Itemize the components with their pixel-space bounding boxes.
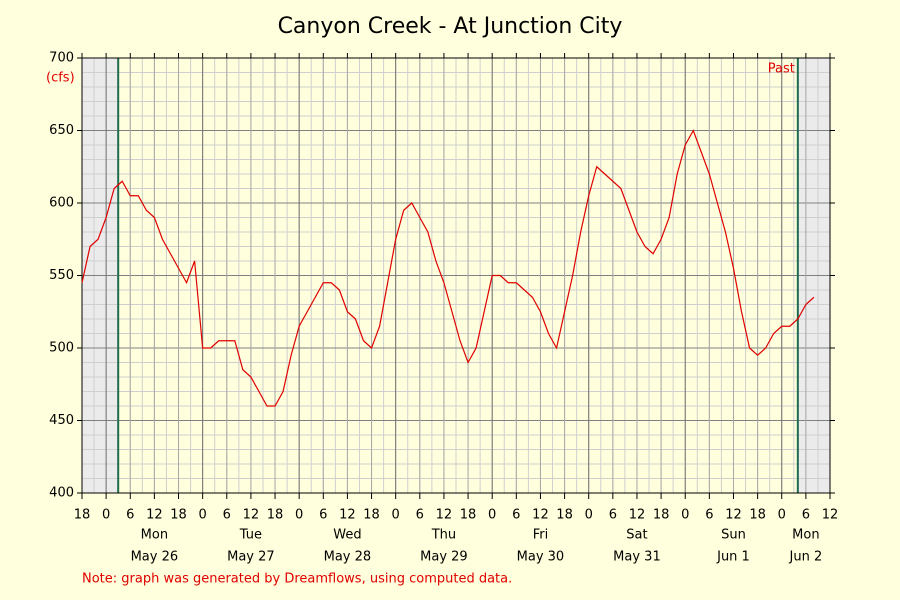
day-label: Jun 1 [716,550,750,565]
x-tick-label: 12 [146,508,163,523]
chart-title: Canyon Creek - At Junction City [278,14,623,39]
day-label: Tue [239,528,262,543]
y-tick-label: 400 [49,486,74,501]
x-tick-label: 0 [778,508,786,523]
x-tick-label: 18 [460,508,477,523]
annotation: Past [768,62,795,77]
x-tick-label: 12 [243,508,260,523]
y-tick-label: 450 [49,413,74,428]
x-tick-label: 12 [822,508,839,523]
x-tick-label: 18 [556,508,573,523]
x-tick-label: 12 [532,508,549,523]
x-tick-label: 0 [392,508,400,523]
x-tick-label: 12 [339,508,356,523]
y-tick-label: 700 [49,51,74,66]
x-tick-label: 6 [126,508,134,523]
day-label: Jun 2 [789,550,823,565]
y-tick-label: 500 [49,341,74,356]
x-tick-label: 18 [363,508,380,523]
day-label: Sat [626,528,647,543]
x-tick-label: 0 [681,508,689,523]
plot-frame [81,57,831,494]
day-label: Fri [533,528,549,543]
y-tick-label: 600 [49,196,74,211]
x-tick-label: 6 [416,508,424,523]
day-label: May 29 [420,550,468,565]
y-axis-label: (cfs) [46,71,75,86]
x-tick-label: 6 [802,508,810,523]
x-tick-label: 18 [74,508,91,523]
day-label: Mon [792,528,819,543]
x-tick-label: 6 [609,508,617,523]
y-tick-label: 650 [49,123,74,138]
day-label: May 30 [517,550,565,565]
day-label: Mon [141,528,168,543]
x-tick-label: 0 [488,508,496,523]
x-tick-label: 0 [102,508,110,523]
x-tick-label: 12 [725,508,742,523]
x-tick-label: 6 [223,508,231,523]
day-label: Thu [431,528,456,543]
y-tick-label: 550 [49,268,74,283]
note: Note: graph was generated by Dreamflows,… [82,572,512,587]
x-tick-label: 12 [436,508,453,523]
day-label: May 26 [131,550,179,565]
x-tick-label: 0 [199,508,207,523]
day-label: Wed [333,528,361,543]
day-label: Sun [721,528,746,543]
x-tick-label: 12 [629,508,646,523]
x-tick-label: 18 [653,508,670,523]
day-label: May 31 [613,550,661,565]
x-tick-label: 18 [749,508,766,523]
x-tick-label: 18 [267,508,284,523]
data-line [81,129,815,407]
x-tick-label: 6 [512,508,520,523]
x-tick-label: 6 [319,508,327,523]
day-label: May 27 [227,550,275,565]
x-tick-label: 18 [170,508,187,523]
x-tick-label: 0 [585,508,593,523]
x-tick-label: 6 [705,508,713,523]
x-tick-label: 0 [295,508,303,523]
day-label: May 28 [324,550,372,565]
